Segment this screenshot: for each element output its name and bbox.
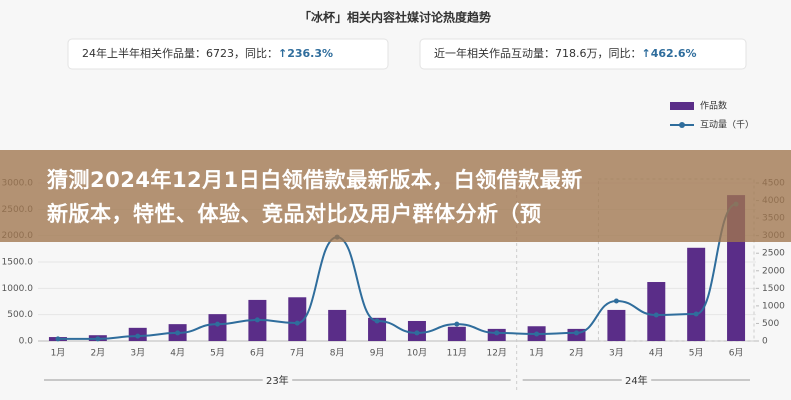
x-tick-label: 2月 [569,348,584,359]
line-point [414,330,420,336]
x-tick-label: 1月 [529,348,544,359]
bar [607,309,626,341]
group-label: 23年 [266,374,289,387]
legend-swatch [679,122,685,128]
chart-title: 「冰杯」相关内容社媒讨论热度趋势 [299,10,491,25]
stat-text: 近一年相关作品互动量：718.6万，同比：↑462.6% [434,46,697,60]
highlight-box [597,178,755,342]
x-tick-label: 4月 [170,348,185,359]
y2-tick-label: 2500 [762,249,785,259]
stat-change: ↑462.6% [642,47,697,60]
line-point [494,330,500,336]
x-tick-label: 5月 [210,348,225,359]
legend-label: 互动量（千） [700,120,754,131]
x-tick-label: 3月 [130,348,145,359]
bar [447,326,466,341]
line-point [454,321,460,327]
stat-text: 24年上半年相关作品量：6723，同比：↑236.3% [82,46,333,60]
y-tick-label: 1000.0 [2,284,34,294]
stat-label: 近一年相关作品互动量：718.6万，同比： [434,46,642,60]
line-point [135,333,141,339]
line-point [254,317,260,323]
legend-label: 作品数 [700,100,727,112]
bar [288,297,307,341]
line-point [534,331,540,337]
bar [368,317,387,341]
line-point [215,321,220,327]
x-tick-label: 6月 [250,348,265,359]
bar [647,282,666,341]
line-point [55,336,61,342]
x-tick-label: 1月 [51,348,66,359]
line-point [374,318,380,324]
x-tick-label: 11月 [447,348,467,359]
legend-swatch [670,102,694,110]
stat-box [67,38,389,70]
y-tick-label: 0.0 [19,337,34,347]
banner-line: 猜测2024年12月1日白领借款最新版本，白领借款最新 [47,168,583,192]
x-tick-label: 10月 [407,348,427,359]
x-tick-label: 7月 [290,348,305,359]
y2-tick-label: 2000 [762,266,785,276]
line-point [95,336,101,342]
y-tick-label: 1500.0 [2,258,34,268]
banner: 猜测2024年12月1日白领借款最新版本，白领借款最新 新版本，特性、体验、竞品… [0,150,791,242]
line-point [693,311,699,317]
stat-label: 24年上半年相关作品量：6723，同比： [82,46,278,60]
line-point [574,330,579,336]
stat-box [419,38,747,70]
x-tick-label: 3月 [609,348,624,359]
line-point [613,298,619,304]
y2-tick-label: 500 [762,319,779,329]
x-tick-label: 12月 [486,348,506,359]
x-tick-label: 4月 [649,348,664,359]
x-tick-label: 6月 [729,348,744,359]
x-tick-label: 5月 [689,348,704,359]
y-tick-label: 500.0 [7,310,33,320]
x-tick-label: 9月 [370,348,385,359]
x-tick-label: 2月 [90,348,105,359]
stat-change: ↑236.3% [278,47,333,60]
line-point [653,312,659,318]
y2-tick-label: 1500 [762,284,785,294]
group-label: 24年 [625,374,648,387]
line-point [294,320,300,326]
line-point [175,330,181,336]
y2-tick-label: 1000 [762,301,785,311]
banner-line: 新版本，特性、体验、竞品对比及用户群体分析（预 [47,202,542,226]
x-tick-label: 8月 [330,348,345,359]
bar [328,309,347,341]
bar [687,247,706,341]
bar [208,314,227,341]
y2-tick-label: 0 [762,337,768,347]
